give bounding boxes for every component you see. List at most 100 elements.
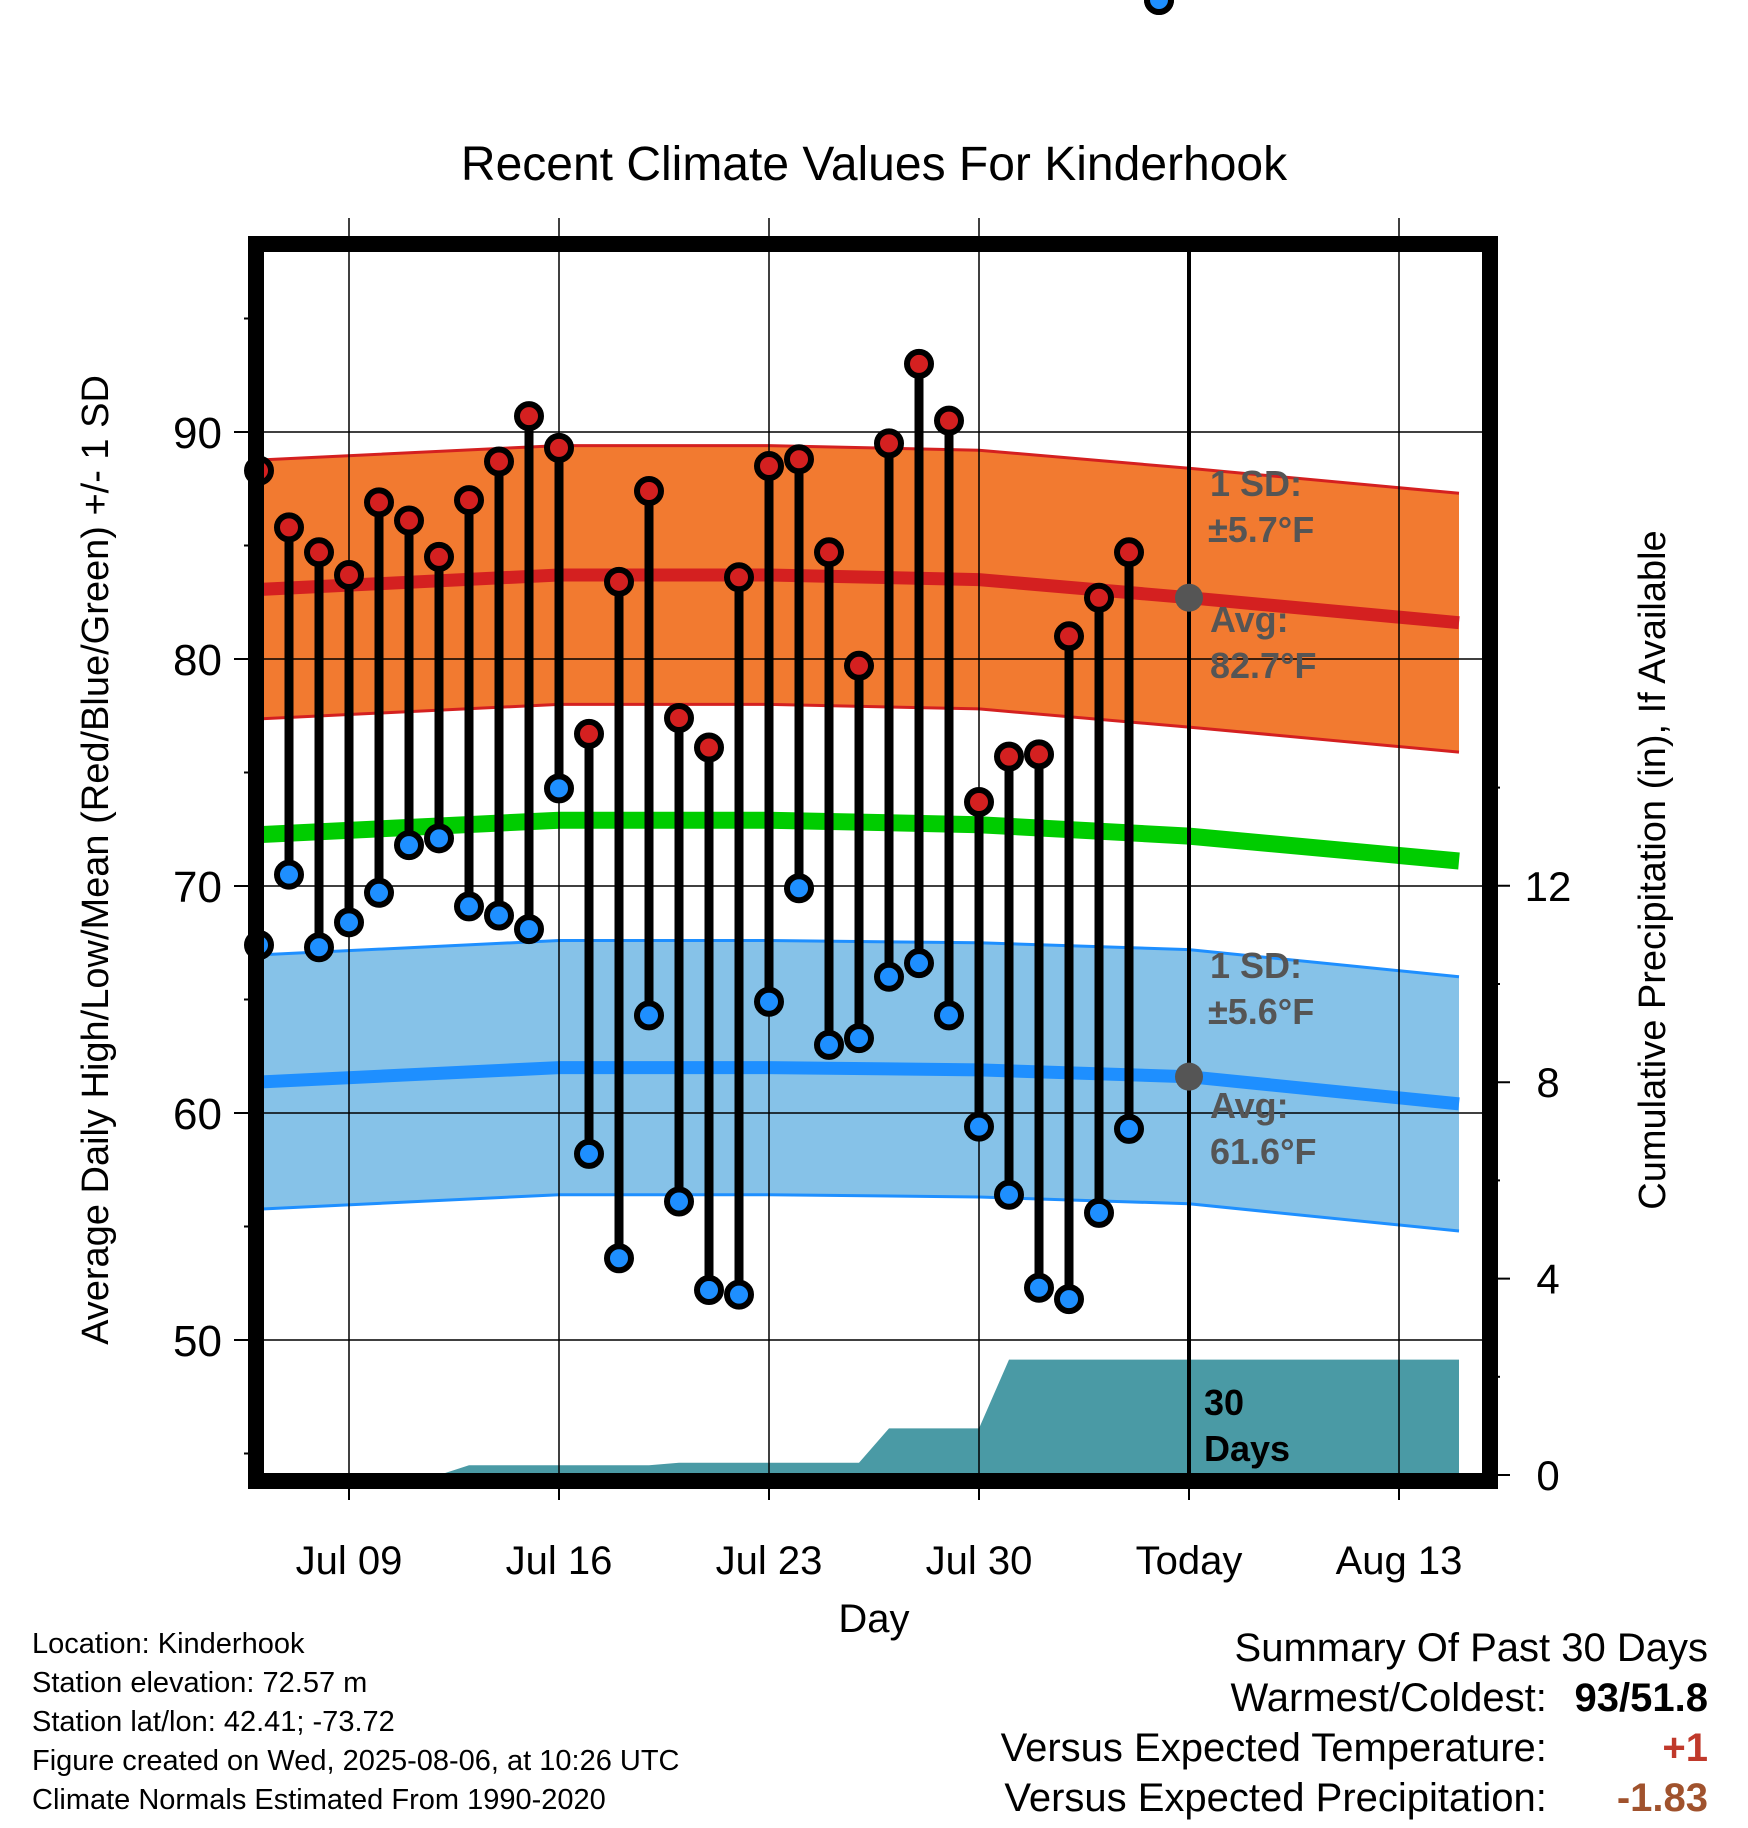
station-elevation: Station elevation: 72.57 m [32,1667,368,1699]
daily-low-point [664,1186,694,1217]
daily-high-point [754,451,784,482]
daily-high-point [364,487,394,518]
daily-high-point [994,741,1024,772]
daily-low-point [604,1243,634,1274]
y-tick-label: 90 [173,409,222,458]
summary-warm-cold: Warmest/Coldest: 93/51.8 [1001,1673,1709,1723]
x-axis-label: Day [838,1597,909,1641]
cumulative-precip-area [262,1359,1459,1475]
precip-label: Versus Expected Precipitation: [1004,1776,1547,1820]
summary-precipitation: Versus Expected Precipitation: -1.83 [1001,1773,1708,1823]
daily-low-point [514,914,544,945]
daily-high-point [784,444,814,475]
daily-low-point [424,823,454,854]
precip-value: -1.83 [1616,1776,1708,1820]
y2-tick-label: 0 [1536,1452,1559,1499]
daily-high-point [964,787,994,818]
y-tick-label: 60 [173,1090,222,1139]
low-avg-label: Avg: [1210,1085,1289,1126]
daily-low-point [454,891,484,922]
daily-high-point [544,432,574,463]
daily-low-point [844,1023,874,1054]
daily-low-point [814,1029,844,1060]
daily-low-point [1144,0,1174,15]
high-avg-label: Avg: [1210,599,1289,640]
warm-cold-label: Warmest/Coldest: [1230,1676,1547,1720]
daily-high-point [1054,621,1084,652]
high-sd-lower-edge [262,702,1460,754]
high-sd-value: ±5.7°F [1208,509,1314,550]
plot-frame [248,236,1498,1489]
daily-low-point [724,1279,754,1310]
daily-high-point [1084,582,1114,613]
y2-tick-label: 8 [1536,1059,1559,1106]
daily-high-point [514,401,544,432]
low-sd-band [262,940,1459,1231]
temp-value: +1 [1662,1726,1708,1770]
x-tick-label: Today [1136,1539,1243,1583]
daily-high-point [574,718,604,749]
y2-axis-label: Cumulative Precipitation (in), If Availa… [1632,530,1674,1209]
daily-high-point [484,446,514,477]
daily-high-point [424,541,454,572]
y-tick-label: 50 [173,1317,222,1366]
daily-high-point [394,505,424,536]
daily-low-point [334,907,364,938]
daily-high-point [1114,537,1144,568]
low-sd-label: 1 SD: [1210,945,1302,986]
y-axis-label: Average Daily High/Low/Mean (Red/Blue/Gr… [75,375,117,1345]
daily-low-point [394,830,424,861]
summary-panel: Summary Of Past 30 Days Warmest/Coldest:… [1001,1623,1708,1823]
daily-low-point [1024,1272,1054,1303]
station-location: Location: Kinderhook [32,1628,305,1660]
daily-low-point [1084,1197,1114,1228]
low-avg-value: 61.6°F [1210,1131,1316,1172]
temp-label: Versus Expected Temperature: [1000,1726,1547,1770]
daily-low-point [994,1179,1024,1210]
daily-low-point [754,986,784,1017]
x-tick-label: Jul 09 [296,1539,403,1583]
station-latlon: Station lat/lon: 42.41; -73.72 [32,1706,395,1738]
normals-period: Climate Normals Estimated From 1990-2020 [32,1784,606,1816]
summary-title: Summary Of Past 30 Days [1234,1626,1708,1670]
daily-high-point [274,512,304,543]
chart-title: Recent Climate Values For Kinderhook [461,138,1288,191]
daily-low-point [634,1000,664,1031]
normal-low-line [262,1061,1460,1111]
daily-low-point [484,900,514,931]
daily-high-point [1024,739,1054,770]
daily-high-point [874,428,904,459]
daily-high-point [664,703,694,734]
today-low-avg-marker [1175,1062,1203,1091]
x-tick-label: Jul 23 [716,1539,823,1583]
daily-low-point [694,1275,724,1306]
warm-cold-value: 93/51.8 [1574,1676,1708,1720]
daily-low-point [904,948,934,979]
daily-low-point [1114,1113,1144,1144]
daily-high-point [724,562,754,593]
y-tick-label: 70 [173,863,222,912]
plot-area: 1 SD: ±5.7°F Avg: 82.7°F 1 SD: ±5.6°F Avg: 61.6… [173,0,1571,1583]
daily-low-point [874,961,904,992]
daily-high-point [814,537,844,568]
daily-high-point [304,537,334,568]
y2-tick-label: 12 [1525,863,1572,910]
daily-low-point [544,773,574,804]
low-sd-upper-edge [262,939,1460,979]
daily-low-point [964,1111,994,1142]
precip-days-count: 30 [1204,1382,1244,1423]
daily-low-point [574,1138,604,1169]
x-tick-label: Jul 30 [926,1539,1033,1583]
y2-tick-label: 4 [1536,1256,1559,1303]
daily-high-point [904,348,934,379]
station-info: Location: Kinderhook Station elevation: … [32,1625,680,1820]
precip-days-unit: Days [1204,1428,1290,1469]
daily-high-point [694,732,724,763]
daily-low-point [274,859,304,890]
daily-high-point [634,476,664,507]
daily-low-point [784,873,814,904]
daily-high-point [604,566,634,597]
normal-mean-line [262,811,1460,870]
low-sd-lower-edge [262,1193,1460,1233]
